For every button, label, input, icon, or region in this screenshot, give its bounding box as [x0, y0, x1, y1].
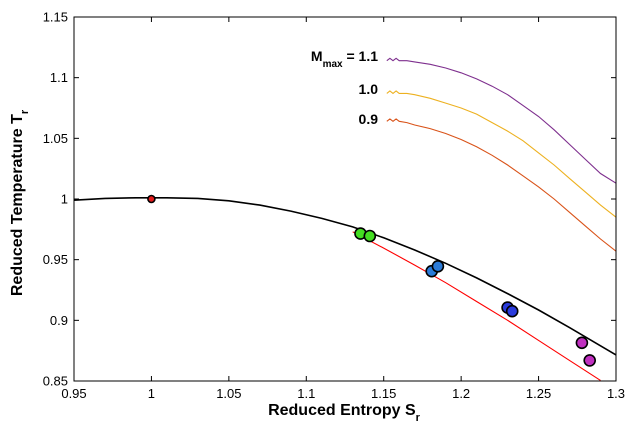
x-tick-label-2: 1.05	[216, 386, 241, 401]
x-axis-label-sub: r	[416, 412, 421, 424]
annotation-0-9: 0.9	[359, 111, 379, 127]
x-tick-label-1: 1	[148, 386, 155, 401]
y-tick-label-1: 0.9	[50, 313, 68, 328]
x-tick-label-3: 1.1	[297, 386, 315, 401]
y-axis-label-sub: r	[19, 109, 31, 114]
annotation-1-0: 1.0	[359, 81, 379, 97]
plot-background	[74, 17, 616, 381]
y-tick-label-4: 1.05	[43, 131, 68, 146]
data-point-6-1	[363, 229, 377, 243]
data-point-7-1	[431, 259, 445, 273]
series-line-3	[386, 118, 617, 252]
x-tick-label-5: 1.2	[452, 386, 470, 401]
series-line-1	[386, 57, 617, 184]
plot-area	[74, 17, 616, 381]
data-point-8-1	[505, 304, 519, 318]
y-axis-label: Reduced Temperature Tr	[9, 109, 31, 296]
x-tick-label-7: 1.3	[607, 386, 625, 401]
data-point-9-1	[583, 354, 597, 367]
data-point-9-0	[575, 336, 589, 350]
axes-layer: 0.95 1 1.05 1.1 1.15 1.2 1.25 1.3 0.85 0.9 0.95 1 1.…	[43, 10, 625, 402]
y-tick-label-3: 1	[61, 192, 68, 207]
x-tick-label-4: 1.15	[371, 386, 396, 401]
annotation-mmax-1-1: Mmax = 1.1	[311, 48, 378, 70]
data-point-5-0	[147, 194, 156, 204]
y-tick-label-0: 0.85	[43, 374, 68, 389]
series-line-4	[352, 231, 601, 381]
y-tick-label-5: 1.1	[50, 70, 68, 85]
x-tick-label-6: 1.25	[526, 386, 551, 401]
y-tick-label-6: 1.15	[43, 10, 68, 25]
series-layer	[73, 57, 617, 381]
x-tick-label-0: 0.95	[61, 386, 86, 401]
y-tick-label-2: 0.95	[43, 252, 68, 267]
x-axis-label: Reduced Entropy Sr	[268, 402, 421, 424]
series-line-2	[386, 90, 617, 218]
